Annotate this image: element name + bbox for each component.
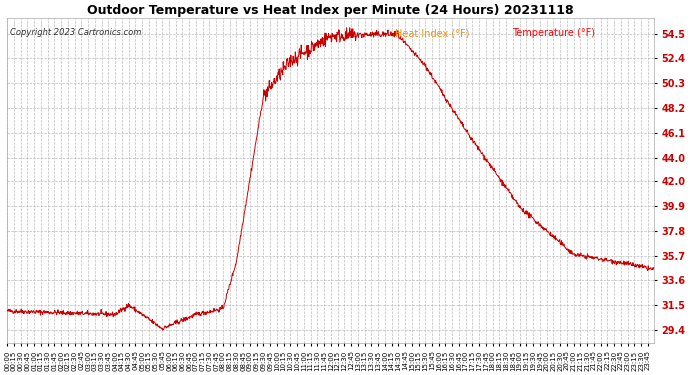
Text: Temperature (°F): Temperature (°F): [512, 28, 595, 38]
Text: Heat Index (°F): Heat Index (°F): [395, 28, 470, 38]
Text: Copyright 2023 Cartronics.com: Copyright 2023 Cartronics.com: [10, 28, 141, 37]
Title: Outdoor Temperature vs Heat Index per Minute (24 Hours) 20231118: Outdoor Temperature vs Heat Index per Mi…: [88, 4, 574, 17]
